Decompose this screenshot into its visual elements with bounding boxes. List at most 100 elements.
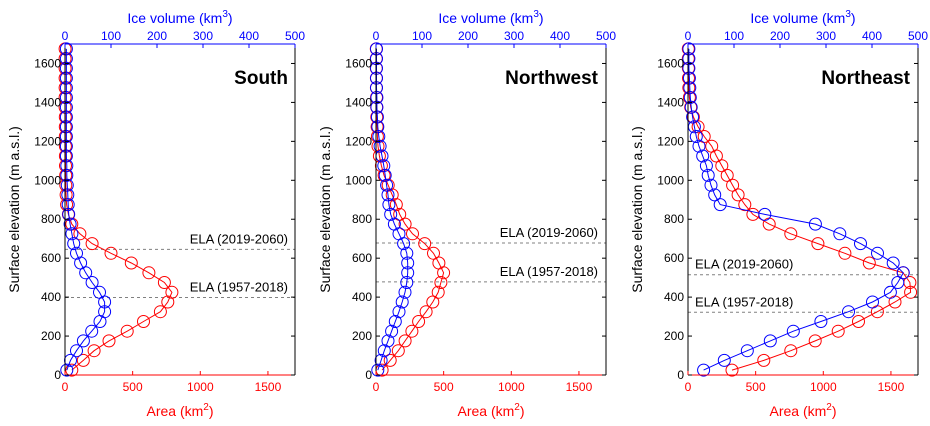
volume-point <box>713 198 727 212</box>
volume-point <box>59 120 73 134</box>
area-point <box>398 334 412 348</box>
volume-point <box>842 305 855 319</box>
volume-axis-title-close: ) <box>851 10 856 26</box>
area-point <box>142 266 156 280</box>
volume-point <box>896 266 910 280</box>
area-point <box>757 353 771 367</box>
volume-point <box>886 256 900 270</box>
area-axis-title-superscript: 2 <box>203 402 209 413</box>
y-tick-label: 1000 <box>345 173 372 187</box>
volume-axis-title-superscript: 3 <box>222 9 228 20</box>
ela-label: ELA (1957-2018) <box>500 264 598 279</box>
y-tick-label: 1200 <box>345 134 372 148</box>
volume-axis-title-close: ) <box>228 10 233 26</box>
y-tick-label: 1400 <box>34 95 61 109</box>
area-axis-title-superscript: 2 <box>826 402 832 413</box>
volume-point <box>871 246 884 260</box>
volume-point <box>372 130 386 143</box>
volume-point <box>740 344 754 358</box>
volume-point <box>699 159 713 173</box>
y-axis-title: Surface elevation (m a.s.l.) <box>317 126 333 293</box>
volume-point <box>697 363 711 377</box>
volume-tick-label: 100 <box>724 29 744 43</box>
area-tick-label: 1000 <box>810 380 837 394</box>
volume-point <box>63 217 77 231</box>
volume-point <box>371 120 385 134</box>
volume-point <box>833 227 847 241</box>
volume-point <box>59 110 73 124</box>
volume-point <box>758 207 772 221</box>
area-point <box>398 217 412 231</box>
volume-point <box>401 266 415 280</box>
volume-tick-label: 300 <box>816 29 836 43</box>
volume-point <box>70 246 83 260</box>
area-axis-title: Area (km2) <box>457 402 524 419</box>
volume-point <box>59 42 73 56</box>
area-tick-label: 500 <box>434 380 454 394</box>
area-point <box>427 246 440 260</box>
volume-point <box>60 363 74 377</box>
volume-point <box>85 324 99 338</box>
volume-point <box>808 217 822 231</box>
area-point <box>720 168 734 182</box>
volume-tick-label: 300 <box>504 29 524 43</box>
volume-point <box>380 178 394 192</box>
area-point <box>715 159 729 173</box>
ela-label: ELA (1957-2018) <box>190 280 288 295</box>
volume-point <box>59 149 73 163</box>
volume-point <box>382 198 396 212</box>
y-tick-label: 1600 <box>657 56 684 70</box>
volume-point <box>689 130 703 143</box>
y-tick-label: 600 <box>352 251 372 265</box>
ela-label: ELA (2019-2060) <box>695 257 793 272</box>
volume-tick-label: 100 <box>101 29 121 43</box>
area-point <box>904 285 918 299</box>
area-axis-title-superscript: 2 <box>514 402 520 413</box>
volume-point <box>62 207 76 221</box>
y-tick-label: 1400 <box>345 95 372 109</box>
area-axis-title-text: Area (km <box>146 403 203 419</box>
volume-point <box>854 237 867 251</box>
area-tick-label: 1500 <box>566 380 593 394</box>
panel-south: ELA (2019-2060)ELA (1957-2018)0200400600… <box>6 9 305 419</box>
area-point <box>137 315 150 328</box>
volume-point <box>684 100 698 114</box>
volume-point <box>371 363 385 377</box>
area-point <box>784 344 798 358</box>
area-point <box>725 363 739 377</box>
volume-axis-title-text: Ice volume (km <box>438 10 533 26</box>
area-point <box>831 324 845 338</box>
y-axis-title: Surface elevation (m a.s.l.) <box>629 126 645 293</box>
area-tick-label: 500 <box>746 380 766 394</box>
volume-point <box>59 52 73 66</box>
volume-tick-label: 500 <box>596 29 616 43</box>
volume-point <box>378 168 392 182</box>
area-point <box>165 285 179 299</box>
volume-point <box>683 81 697 95</box>
volume-point <box>763 334 777 348</box>
volume-point <box>61 198 75 212</box>
panel-northeast: ELA (2019-2060)ELA (1957-2018)0200400600… <box>629 9 928 419</box>
volume-tick-label: 400 <box>550 29 570 43</box>
area-point <box>85 237 99 251</box>
area-tick-label: 1500 <box>255 380 282 394</box>
y-tick-label: 1200 <box>34 134 61 148</box>
volume-point <box>377 344 391 358</box>
area-point <box>418 237 432 251</box>
volume-point <box>59 71 73 85</box>
volume-point <box>398 285 412 299</box>
volume-tick-label: 500 <box>285 29 305 43</box>
y-tick-label: 400 <box>352 290 372 304</box>
area-point <box>808 334 822 348</box>
area-tick-label: 1500 <box>878 380 905 394</box>
volume-axis-title-superscript: 3 <box>845 9 851 20</box>
y-tick-label: 1600 <box>34 56 61 70</box>
area-point <box>731 188 745 202</box>
volume-point <box>98 305 112 319</box>
volume-point <box>373 139 387 153</box>
volume-point <box>76 334 90 348</box>
volume-axis-title-superscript: 3 <box>533 9 539 20</box>
volume-point <box>883 285 897 299</box>
area-point <box>412 315 426 328</box>
y-tick-label: 200 <box>41 329 61 343</box>
